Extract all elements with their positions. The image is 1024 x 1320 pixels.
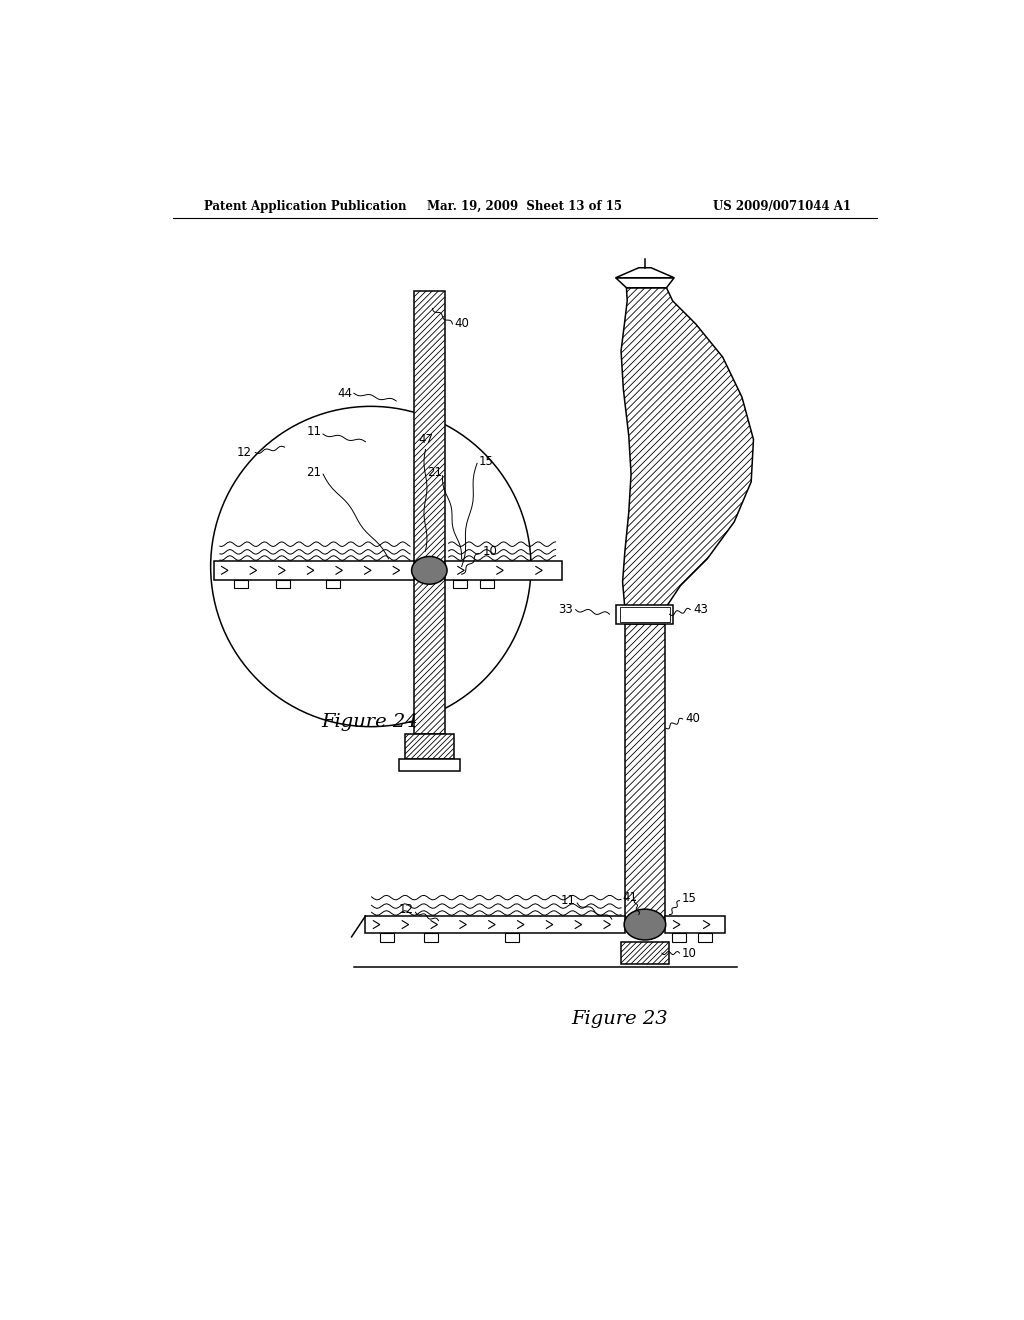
Text: 21: 21 <box>306 466 322 479</box>
Polygon shape <box>615 268 674 277</box>
Polygon shape <box>615 277 674 288</box>
Text: Mar. 19, 2009  Sheet 13 of 15: Mar. 19, 2009 Sheet 13 of 15 <box>427 199 623 213</box>
Text: 11: 11 <box>560 894 575 907</box>
Text: 41: 41 <box>622 891 637 904</box>
Text: 11: 11 <box>306 425 322 438</box>
Polygon shape <box>276 579 290 589</box>
Text: 44: 44 <box>337 387 352 400</box>
Polygon shape <box>620 607 671 622</box>
Polygon shape <box>414 290 444 734</box>
Polygon shape <box>616 605 674 624</box>
Text: 10: 10 <box>482 545 498 557</box>
Text: Figure 23: Figure 23 <box>571 1010 668 1028</box>
Text: Figure 24: Figure 24 <box>321 713 418 731</box>
Text: US 2009/0071044 A1: US 2009/0071044 A1 <box>713 199 851 213</box>
Polygon shape <box>380 933 394 942</box>
Polygon shape <box>214 561 414 579</box>
Text: Patent Application Publication: Patent Application Publication <box>204 199 407 213</box>
Text: 12: 12 <box>398 903 414 916</box>
Polygon shape <box>665 916 725 933</box>
Polygon shape <box>404 734 454 759</box>
Polygon shape <box>366 916 625 933</box>
Polygon shape <box>444 561 562 579</box>
Polygon shape <box>454 579 467 589</box>
Text: 15: 15 <box>682 892 697 906</box>
Polygon shape <box>621 942 669 964</box>
Polygon shape <box>698 933 712 942</box>
Text: 15: 15 <box>479 454 494 467</box>
Text: 12: 12 <box>237 446 252 459</box>
Polygon shape <box>672 933 686 942</box>
Ellipse shape <box>412 557 447 585</box>
Polygon shape <box>424 933 438 942</box>
Polygon shape <box>625 624 665 923</box>
Polygon shape <box>505 933 518 942</box>
Polygon shape <box>480 579 494 589</box>
Polygon shape <box>621 288 754 609</box>
Text: 40: 40 <box>455 317 469 330</box>
Polygon shape <box>233 579 248 589</box>
Text: 40: 40 <box>685 713 700 726</box>
Text: 21: 21 <box>427 466 442 479</box>
Text: 10: 10 <box>682 946 697 960</box>
Polygon shape <box>398 759 460 771</box>
Polygon shape <box>326 579 340 589</box>
Text: 33: 33 <box>558 603 573 616</box>
Ellipse shape <box>625 909 666 940</box>
Text: 43: 43 <box>693 603 708 616</box>
Text: 47: 47 <box>418 433 433 446</box>
